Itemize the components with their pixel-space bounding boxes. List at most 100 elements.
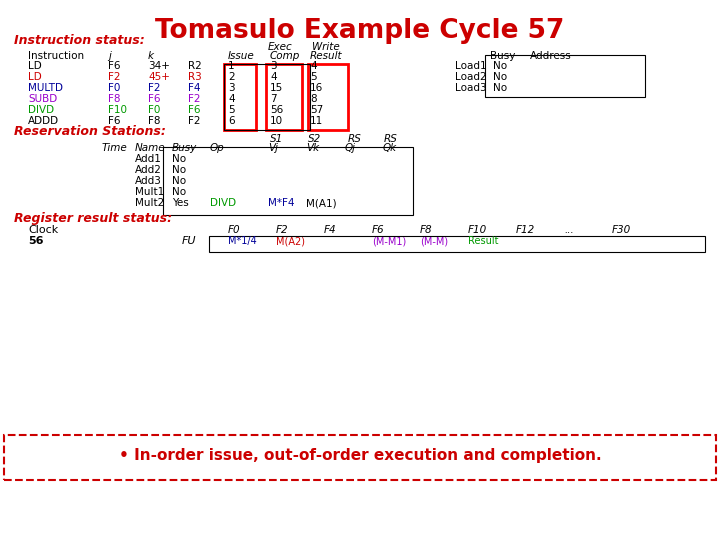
Text: ...: ...	[564, 225, 574, 235]
Text: 16: 16	[310, 83, 323, 93]
Text: Yes: Yes	[172, 198, 189, 208]
Text: F6: F6	[108, 116, 120, 126]
Text: FU: FU	[182, 236, 197, 246]
Text: Exec: Exec	[268, 42, 293, 52]
Text: 3: 3	[228, 83, 235, 93]
Text: 4: 4	[270, 72, 276, 82]
Text: Issue: Issue	[228, 51, 255, 61]
Text: F2: F2	[276, 225, 289, 235]
Text: F2: F2	[108, 72, 120, 82]
Text: Mult2: Mult2	[135, 198, 164, 208]
Text: Load1: Load1	[455, 61, 487, 71]
Text: 2: 2	[228, 72, 235, 82]
Text: F4: F4	[324, 225, 337, 235]
Text: Busy: Busy	[490, 51, 516, 61]
Text: RS: RS	[384, 134, 398, 144]
Text: No: No	[172, 176, 186, 186]
Text: F0: F0	[148, 105, 161, 115]
Text: Add2: Add2	[135, 165, 162, 175]
Text: 15: 15	[270, 83, 283, 93]
Text: Vk: Vk	[306, 143, 319, 153]
Text: F6: F6	[372, 225, 384, 235]
Text: M(A2): M(A2)	[276, 236, 305, 246]
Text: F4: F4	[188, 83, 200, 93]
Text: Comp: Comp	[270, 51, 300, 61]
Text: No: No	[172, 154, 186, 164]
Text: Instruction status:: Instruction status:	[14, 34, 145, 47]
Text: 11: 11	[310, 116, 323, 126]
Text: 56: 56	[270, 105, 283, 115]
Text: 10: 10	[270, 116, 283, 126]
Text: F2: F2	[188, 116, 200, 126]
Text: MULTD: MULTD	[28, 83, 63, 93]
Bar	[209, 236, 705, 252]
Text: Add1: Add1	[135, 154, 162, 164]
Text: 45+: 45+	[148, 72, 170, 82]
Text: 4: 4	[310, 61, 317, 71]
Text: Tomasulo Example Cycle 57: Tomasulo Example Cycle 57	[156, 18, 564, 44]
Text: F8: F8	[108, 94, 120, 104]
Text: Time: Time	[102, 143, 127, 153]
Text: Qj: Qj	[345, 143, 356, 153]
Text: 57: 57	[310, 105, 323, 115]
Text: Write: Write	[312, 42, 340, 52]
Text: Add3: Add3	[135, 176, 162, 186]
Text: LD: LD	[28, 61, 42, 71]
Text: 5: 5	[310, 72, 317, 82]
Text: S1: S1	[270, 134, 283, 144]
Text: F6: F6	[188, 105, 200, 115]
Bar	[308, 64, 348, 130]
Text: DIVD: DIVD	[210, 198, 236, 208]
Text: 3: 3	[270, 61, 276, 71]
Text: M*1/4: M*1/4	[228, 236, 257, 246]
Text: 5: 5	[228, 105, 235, 115]
Text: S2: S2	[308, 134, 321, 144]
Text: 56: 56	[28, 236, 43, 246]
Text: Mult1: Mult1	[135, 187, 164, 197]
Text: Address: Address	[530, 51, 572, 61]
Text: Result: Result	[468, 236, 498, 246]
Text: Qk: Qk	[383, 143, 397, 153]
Text: Result: Result	[310, 51, 343, 61]
Text: R2: R2	[188, 61, 202, 71]
Text: Reservation Stations:: Reservation Stations:	[14, 125, 166, 138]
Text: F8: F8	[420, 225, 433, 235]
Bar	[224, 64, 310, 130]
Text: F10: F10	[468, 225, 487, 235]
Text: j: j	[108, 51, 111, 61]
Text: F2: F2	[188, 94, 200, 104]
Text: F6: F6	[148, 94, 161, 104]
Text: No: No	[493, 61, 507, 71]
Text: 34+: 34+	[148, 61, 170, 71]
Text: Load2: Load2	[455, 72, 487, 82]
Text: F2: F2	[148, 83, 161, 93]
Text: F30: F30	[612, 225, 631, 235]
Text: (M-M): (M-M)	[420, 236, 448, 246]
Text: F12: F12	[516, 225, 535, 235]
Bar	[266, 64, 302, 130]
Text: SUBD: SUBD	[28, 94, 58, 104]
Text: F6: F6	[108, 61, 120, 71]
Text: Register result status:: Register result status:	[14, 212, 172, 225]
Text: Vj: Vj	[268, 143, 278, 153]
Text: 4: 4	[228, 94, 235, 104]
Bar	[485, 55, 645, 97]
Text: 1: 1	[228, 61, 235, 71]
Text: 6: 6	[228, 116, 235, 126]
Text: F8: F8	[148, 116, 161, 126]
Text: (M-M1): (M-M1)	[372, 236, 406, 246]
Text: • In-order issue, out-of-order execution and completion.: • In-order issue, out-of-order execution…	[119, 448, 601, 463]
Text: Instruction: Instruction	[28, 51, 84, 61]
Text: 8: 8	[310, 94, 317, 104]
Text: F0: F0	[108, 83, 120, 93]
Bar	[163, 147, 413, 215]
Text: F0: F0	[228, 225, 240, 235]
Text: 7: 7	[270, 94, 276, 104]
Bar	[224, 64, 256, 130]
Text: No: No	[493, 83, 507, 93]
Text: No: No	[172, 165, 186, 175]
Text: k: k	[148, 51, 154, 61]
Text: Busy: Busy	[172, 143, 197, 153]
Text: Clock: Clock	[28, 225, 58, 235]
Text: Op: Op	[210, 143, 225, 153]
